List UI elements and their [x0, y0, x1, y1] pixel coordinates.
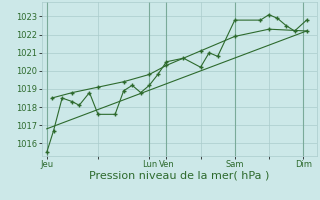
X-axis label: Pression niveau de la mer( hPa ): Pression niveau de la mer( hPa ): [89, 171, 269, 181]
